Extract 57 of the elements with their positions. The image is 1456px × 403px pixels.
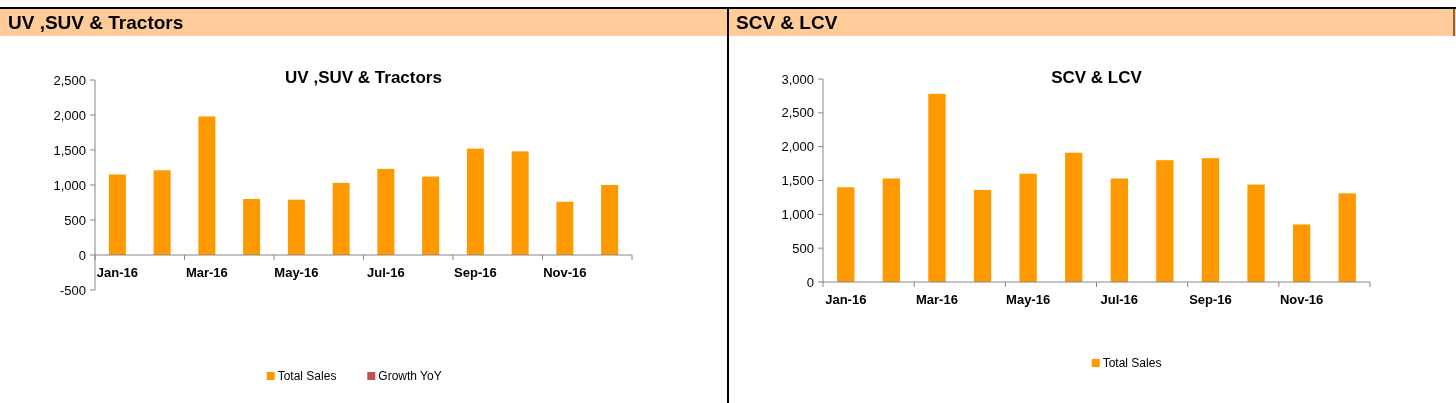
legend-label: Total Sales [1102, 356, 1162, 371]
bar [108, 174, 126, 255]
bar [1110, 178, 1128, 282]
x-tick-label: May-16 [274, 265, 319, 280]
bar [511, 151, 529, 255]
x-tick-label: Mar-16 [185, 265, 228, 280]
y-tick-label: 0 [78, 247, 86, 263]
bar [287, 199, 305, 255]
bar [466, 148, 484, 255]
chart-title: UV ,SUV & Tractors [285, 68, 442, 87]
y-tick-label: 3,000 [781, 71, 814, 87]
chart-subtitle: SCV & LCV [736, 12, 838, 33]
bar [556, 201, 574, 255]
bar [153, 170, 171, 255]
x-tick-label: May-16 [1006, 292, 1051, 307]
x-tick-label: Jan-16 [96, 265, 138, 280]
x-tick-label: Jul-16 [367, 265, 405, 280]
y-tick-label: 1,500 [781, 173, 814, 189]
bar [1156, 160, 1174, 282]
bar [377, 168, 395, 255]
bar [928, 93, 946, 282]
bar [882, 178, 901, 282]
bar [422, 176, 440, 255]
legend-label: Total Sales [277, 369, 337, 384]
y-tick-label: -500 [59, 282, 86, 298]
y-tick-label: 2,000 [781, 139, 814, 155]
bar [1019, 173, 1037, 282]
y-tick-label: 500 [64, 212, 86, 228]
x-tick-label: Jan-16 [825, 292, 867, 307]
bar [973, 189, 992, 282]
chart-subtitle: UV ,SUV & Tractors [8, 12, 184, 33]
x-tick-label: Mar-16 [916, 292, 958, 307]
bar [1247, 184, 1265, 282]
x-tick-label: Sep-16 [454, 265, 497, 280]
y-tick-label: 1,500 [53, 142, 86, 158]
x-tick-label: Nov-16 [1279, 292, 1324, 307]
legend-label: Growth YoY [378, 369, 442, 384]
bar [1065, 152, 1083, 282]
y-tick-label: 2,000 [53, 107, 86, 123]
y-tick-label: 1,000 [53, 177, 86, 193]
x-tick-label: Sep-16 [1189, 292, 1232, 307]
bar [601, 185, 619, 255]
x-tick-label: Jul-16 [1100, 292, 1139, 307]
bar [837, 187, 855, 282]
y-tick-label: 1,000 [781, 206, 814, 222]
y-tick-label: 2,500 [781, 105, 814, 121]
chart-title: SCV & LCV [1051, 68, 1143, 87]
bar [1292, 224, 1311, 282]
y-tick-label: 0 [806, 274, 814, 290]
y-tick-label: 2,500 [53, 72, 86, 88]
bar [198, 116, 216, 255]
bar [1201, 158, 1220, 282]
y-tick-label: 500 [792, 240, 814, 256]
bar [1338, 193, 1356, 282]
bar [332, 182, 350, 255]
bar [243, 199, 261, 255]
x-tick-label: Nov-16 [543, 265, 587, 280]
